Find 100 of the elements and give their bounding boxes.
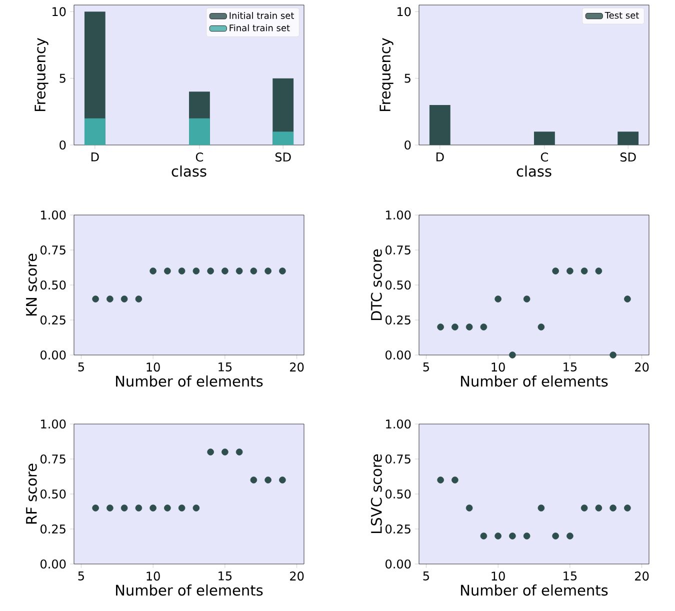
- point: [552, 532, 559, 540]
- bar: [189, 118, 210, 145]
- y-tick-label: 1.00: [386, 419, 411, 429]
- y-tick-label: 1.00: [41, 210, 66, 220]
- point: [552, 268, 559, 274]
- point: [178, 504, 186, 512]
- point: [164, 504, 171, 512]
- point: [437, 324, 444, 330]
- point: [624, 296, 631, 302]
- x-tick-label: 15: [218, 362, 232, 372]
- point: [222, 448, 228, 456]
- x-tick-label: D: [436, 152, 444, 162]
- y-axis-title: Frequency: [34, 38, 48, 112]
- x-tick-label: 15: [564, 362, 577, 372]
- x-tick-label: 5: [78, 572, 84, 580]
- point: [566, 532, 574, 540]
- y-tick-label: 0.50: [40, 280, 66, 290]
- x-tick-label: 15: [218, 572, 232, 580]
- x-axis-title: class: [172, 165, 206, 177]
- bar: [272, 132, 294, 145]
- x-axis-title: Number of elements: [116, 375, 263, 387]
- point: [236, 448, 243, 456]
- x-tick-label: SD: [620, 152, 636, 162]
- y-axis-title: KN score: [26, 254, 37, 316]
- point: [538, 504, 545, 512]
- point: [264, 476, 272, 484]
- point: [452, 476, 458, 484]
- x-tick-label: SD: [275, 152, 291, 162]
- point: [509, 352, 516, 358]
- point: [523, 532, 530, 540]
- y-tick-label: 10: [52, 7, 66, 16]
- point: [509, 532, 516, 540]
- y-tick-label: 0.25: [40, 524, 66, 534]
- y-axis-title: RF score: [26, 464, 37, 524]
- y-tick-label: 0.50: [386, 489, 411, 499]
- x-tick-label: C: [540, 152, 548, 162]
- point: [437, 476, 444, 484]
- point: [480, 532, 488, 540]
- x-axis-title: Number of elements: [461, 375, 608, 387]
- point: [466, 504, 473, 512]
- point: [150, 504, 156, 512]
- y-tick-label: 0.75: [40, 454, 66, 464]
- x-tick-label: 10: [146, 572, 160, 581]
- point: [494, 532, 502, 540]
- x-tick-label: 10: [492, 362, 505, 372]
- legend-label: Final train set: [230, 24, 290, 32]
- point: [566, 268, 574, 274]
- x-tick-label: 10: [146, 362, 160, 372]
- y-tick-label: 0.00: [40, 559, 66, 569]
- point: [480, 324, 488, 330]
- point: [494, 296, 502, 302]
- point: [624, 504, 631, 512]
- y-tick-label: 0.75: [386, 245, 410, 255]
- point: [452, 324, 458, 330]
- y-tick-label: 10: [398, 7, 411, 16]
- point: [595, 504, 602, 512]
- y-axis-title: LSVC score: [370, 454, 382, 534]
- legend-label: Test set: [604, 12, 639, 19]
- legend-label: Initial train set: [230, 12, 294, 19]
- point: [610, 352, 616, 358]
- y-tick-label: 1.00: [41, 419, 66, 429]
- y-tick-label: 0.75: [40, 245, 66, 255]
- point: [120, 504, 128, 512]
- y-tick-label: 0.50: [40, 489, 66, 499]
- point: [538, 324, 545, 330]
- point: [610, 504, 616, 512]
- point: [523, 296, 530, 302]
- x-axis-title: Number of elements: [461, 584, 608, 596]
- x-tick-label: 5: [423, 362, 429, 372]
- x-tick-label: 20: [290, 362, 304, 372]
- point: [92, 504, 99, 512]
- point: [135, 504, 142, 512]
- y-tick-label: 0.25: [386, 315, 410, 325]
- point: [580, 504, 588, 512]
- x-tick-label: 10: [492, 572, 505, 581]
- x-tick-label: D: [91, 152, 99, 162]
- y-tick-label: 0.25: [40, 315, 66, 325]
- y-axis-title: DTC score: [370, 249, 382, 320]
- y-tick-label: 0.50: [386, 280, 411, 290]
- x-axis-title: Number of elements: [116, 584, 263, 596]
- y-tick-label: 1.00: [386, 210, 411, 220]
- y-tick-label: 0.25: [386, 524, 410, 534]
- x-tick-label: 20: [635, 362, 649, 372]
- x-tick-label: 5: [78, 362, 84, 372]
- point: [207, 448, 214, 456]
- y-tick-label: 0: [404, 140, 411, 150]
- x-axis-title: class: [516, 165, 552, 177]
- point: [595, 268, 602, 274]
- y-tick-label: 0.00: [40, 350, 66, 360]
- y-tick-label: 0.00: [386, 350, 411, 360]
- x-tick-label: 20: [290, 572, 304, 581]
- y-tick-label: 5: [60, 74, 66, 83]
- y-tick-label: 5: [404, 74, 410, 83]
- y-tick-label: 0.00: [386, 559, 411, 569]
- point: [580, 268, 588, 274]
- y-tick-label: 0: [60, 140, 66, 150]
- point: [192, 504, 200, 512]
- x-tick-label: C: [196, 152, 203, 162]
- point: [466, 324, 473, 330]
- point: [250, 476, 258, 484]
